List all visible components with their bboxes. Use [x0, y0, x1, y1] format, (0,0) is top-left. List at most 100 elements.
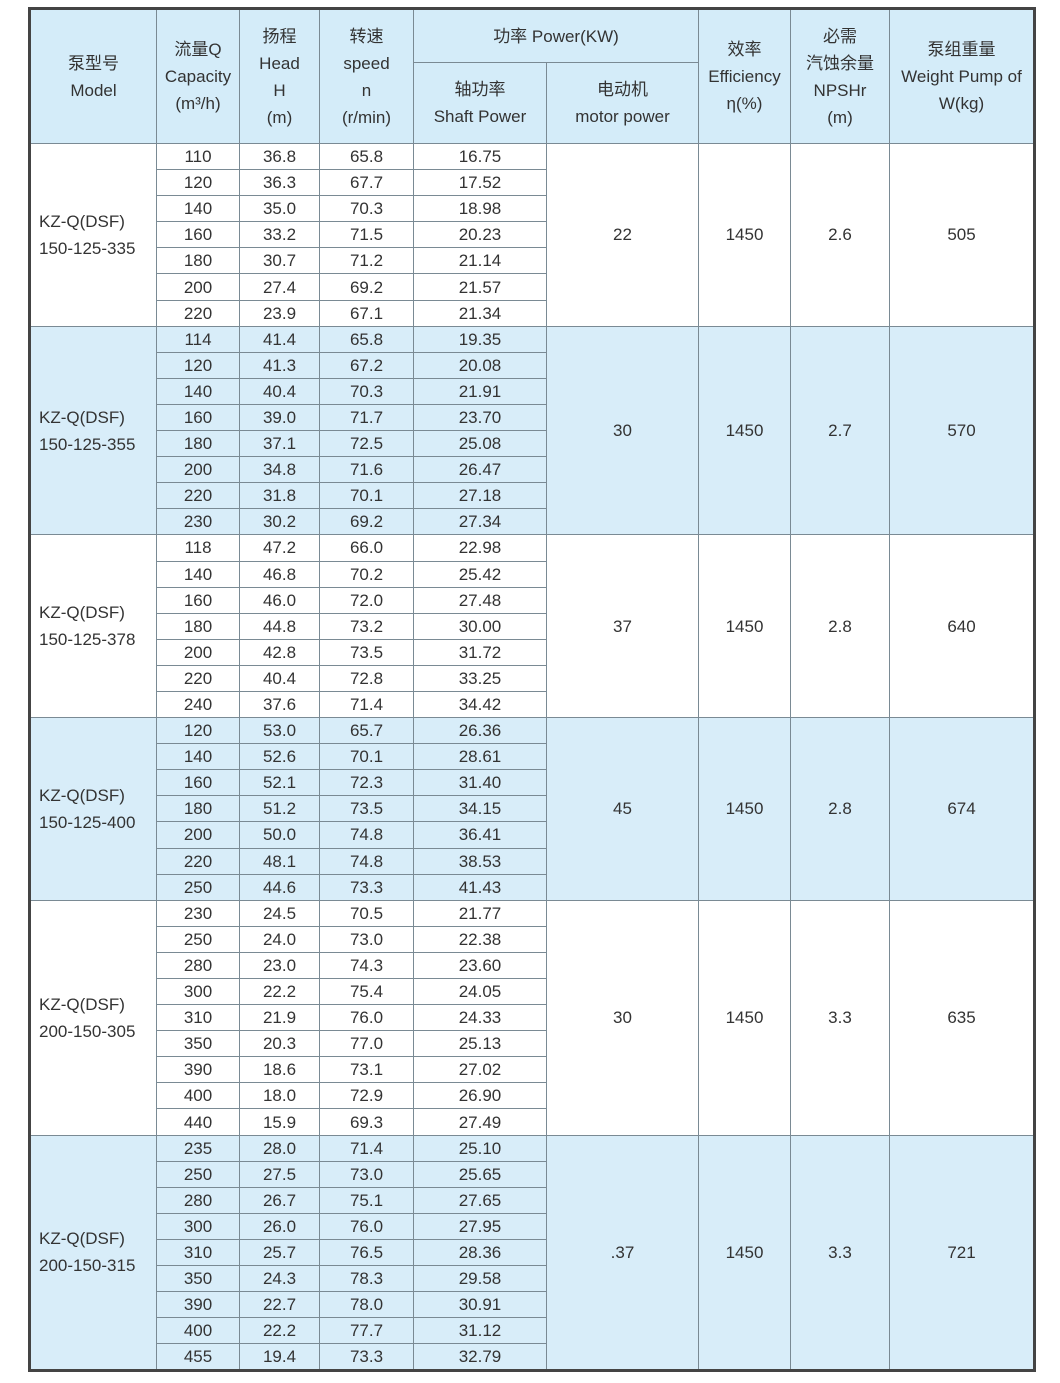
- speed-cell: 73.5: [319, 795, 414, 823]
- capacity-cell: 120: [156, 169, 240, 197]
- speed-cell: 67.1: [319, 299, 414, 327]
- table-row: 250 24.0 73.0 22.38: [30, 925, 1035, 953]
- motor-power-cell: 37: [546, 534, 699, 719]
- speed-cell: 75.1: [319, 1186, 414, 1214]
- head-cell: 40.4: [239, 664, 320, 692]
- speed-cell: 73.5: [319, 638, 414, 666]
- npshr-cell: 2.7: [790, 325, 890, 536]
- head-cell: 27.5: [239, 1160, 320, 1188]
- speed-cell: 73.0: [319, 1160, 414, 1188]
- table-row: 140 35.0 70.3 18.98: [30, 195, 1035, 223]
- head-cell: 53.0: [239, 717, 320, 745]
- capacity-cell: 230: [156, 508, 240, 536]
- head-cell: 27.4: [239, 273, 320, 301]
- capacity-cell: 240: [156, 690, 240, 719]
- speed-cell: 76.0: [319, 1212, 414, 1240]
- shaft-power-cell: 27.34: [413, 508, 547, 536]
- table-row: 140 40.4 70.3 21.91: [30, 377, 1035, 405]
- head-cell: 22.2: [239, 1317, 320, 1345]
- capacity-cell: 114: [156, 325, 240, 353]
- head-cell: 46.0: [239, 586, 320, 614]
- shaft-power-cell: 31.40: [413, 769, 547, 797]
- model-size: 150-125-378: [39, 630, 136, 650]
- model-series: KZ-Q(DSF): [39, 407, 125, 427]
- shaft-power-cell: 30.00: [413, 612, 547, 640]
- head-cell: 50.0: [239, 821, 320, 849]
- capacity-cell: 350: [156, 1265, 240, 1293]
- speed-cell: 76.0: [319, 1004, 414, 1032]
- speed-cell: 71.7: [319, 403, 414, 432]
- table-row: 455 19.4 73.3 32.79: [30, 1343, 1035, 1372]
- header-shaft-power: 轴功率 Shaft Power: [413, 62, 547, 144]
- table-row: 200 34.8 71.6 26.47: [30, 456, 1035, 484]
- head-cell: 52.6: [239, 743, 320, 771]
- capacity-cell: 120: [156, 717, 240, 745]
- head-cell: 24.5: [239, 899, 320, 927]
- shaft-power-cell: 23.60: [413, 951, 547, 980]
- speed-cell: 72.3: [319, 769, 414, 797]
- header-motor-power: 电动机 motor power: [546, 62, 699, 144]
- table-row: 180 30.7 71.2 21.14: [30, 247, 1035, 275]
- speed-cell: 70.3: [319, 195, 414, 223]
- model-size: 200-150-305: [39, 1021, 136, 1041]
- speed-cell: 72.0: [319, 586, 414, 614]
- model-cell: KZ-Q(DSF) 200-150-305: [29, 899, 157, 1136]
- table-row: 160 52.1 72.3 31.40: [30, 769, 1035, 797]
- table-row: 160 33.2 71.5 20.23: [30, 221, 1035, 249]
- shaft-power-cell: 31.72: [413, 638, 547, 666]
- head-cell: 44.8: [239, 612, 320, 640]
- capacity-cell: 160: [156, 769, 240, 797]
- speed-cell: 71.6: [319, 456, 414, 484]
- model-cell: KZ-Q(DSF) 150-125-378: [29, 534, 157, 719]
- head-cell: 46.8: [239, 560, 320, 588]
- capacity-cell: 180: [156, 612, 240, 640]
- head-cell: 24.3: [239, 1265, 320, 1293]
- efficiency-cell: 1450: [698, 1134, 791, 1372]
- table-row: 220 40.4 72.8 33.25: [30, 664, 1035, 692]
- head-cell: 22.7: [239, 1291, 320, 1319]
- head-cell: 26.7: [239, 1186, 320, 1214]
- shaft-power-cell: 26.47: [413, 456, 547, 484]
- speed-cell: 74.8: [319, 847, 414, 875]
- capacity-cell: 390: [156, 1291, 240, 1319]
- shaft-power-cell: 29.58: [413, 1265, 547, 1293]
- model-size: 150-125-335: [39, 238, 136, 258]
- capacity-cell: 440: [156, 1108, 240, 1136]
- table-row: 390 22.7 78.0 30.91: [30, 1291, 1035, 1319]
- model-size: 150-125-400: [39, 812, 136, 832]
- table-row: 220 31.8 70.1 27.18: [30, 482, 1035, 510]
- head-cell: 36.8: [239, 142, 320, 171]
- speed-cell: 71.4: [319, 690, 414, 719]
- head-cell: 15.9: [239, 1108, 320, 1136]
- shaft-power-cell: 25.10: [413, 1134, 547, 1162]
- capacity-cell: 200: [156, 456, 240, 484]
- speed-cell: 76.5: [319, 1238, 414, 1267]
- capacity-cell: 350: [156, 1030, 240, 1058]
- head-cell: 51.2: [239, 795, 320, 823]
- head-cell: 19.4: [239, 1343, 320, 1372]
- speed-cell: 75.4: [319, 977, 414, 1006]
- shaft-power-cell: 23.70: [413, 403, 547, 432]
- shaft-power-cell: 32.79: [413, 1343, 547, 1372]
- weight-cell: 505: [889, 143, 1035, 327]
- weight-cell: 721: [889, 1134, 1035, 1372]
- head-cell: 36.3: [239, 169, 320, 197]
- npshr-cell: 3.3: [790, 899, 890, 1136]
- capacity-cell: 120: [156, 351, 240, 379]
- shaft-power-cell: 33.25: [413, 664, 547, 692]
- head-cell: 33.2: [239, 221, 320, 249]
- shaft-power-cell: 21.34: [413, 299, 547, 327]
- motor-power-cell: .37: [546, 1134, 699, 1372]
- capacity-cell: 220: [156, 299, 240, 327]
- speed-cell: 70.1: [319, 482, 414, 510]
- shaft-power-cell: 25.13: [413, 1030, 547, 1058]
- capacity-cell: 310: [156, 1004, 240, 1032]
- efficiency-cell: 1450: [698, 143, 791, 327]
- shaft-power-cell: 19.35: [413, 325, 547, 353]
- capacity-cell: 180: [156, 247, 240, 275]
- speed-cell: 78.3: [319, 1265, 414, 1293]
- motor-power-cell: 30: [546, 325, 699, 536]
- shaft-power-cell: 21.57: [413, 273, 547, 301]
- speed-cell: 74.3: [319, 951, 414, 980]
- head-cell: 37.6: [239, 690, 320, 719]
